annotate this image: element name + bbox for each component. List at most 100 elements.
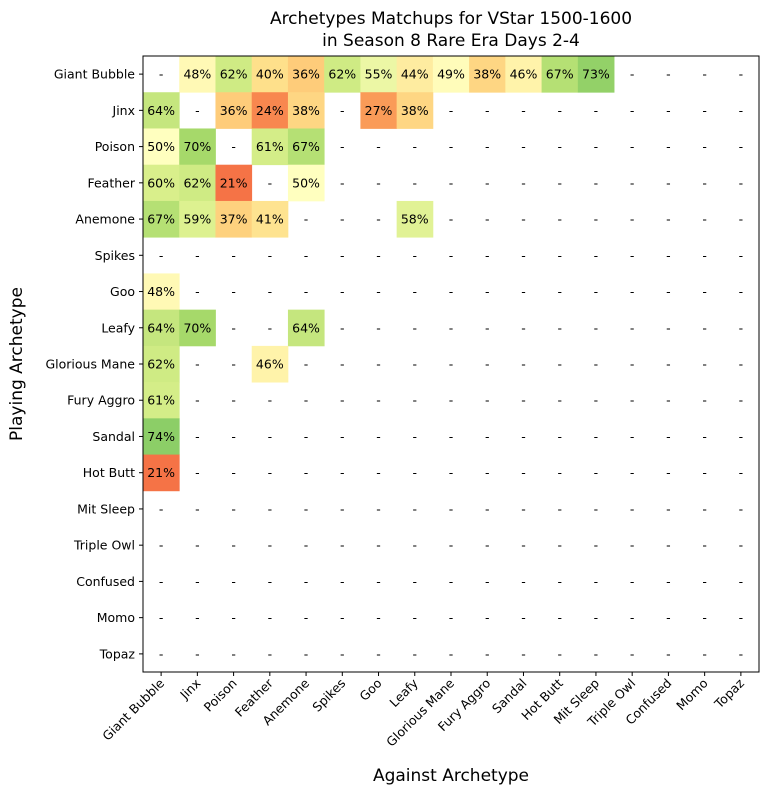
cell-label: -	[376, 284, 381, 299]
cell-label: -	[413, 248, 418, 263]
cell-label: 48%	[183, 67, 211, 82]
x-axis-label: Against Archetype	[373, 766, 529, 786]
cell-label: -	[231, 429, 236, 444]
cell-label: -	[521, 103, 526, 118]
cell-label: -	[485, 175, 490, 190]
cell-label: -	[485, 501, 490, 516]
y-tick-label: Jinx	[112, 103, 135, 118]
cell-label: -	[739, 67, 744, 82]
heatmap-cells: - 48% 62% 40% 36% 62% 55% 44% 49% 38% 46% 67% 73% - - -…	[143, 56, 743, 661]
cell-label: -	[195, 103, 200, 118]
cell-label: 67%	[147, 212, 175, 227]
cell-label: -	[521, 646, 526, 661]
heatmap-cell	[251, 128, 289, 166]
cell-label: -	[521, 357, 526, 372]
cell-label: -	[340, 248, 345, 263]
cell-label: -	[666, 501, 671, 516]
cell-label: -	[521, 393, 526, 408]
cell-label: 70%	[183, 139, 211, 154]
cell-label: -	[449, 610, 454, 625]
heatmap-cell	[143, 454, 180, 492]
cell-label: -	[304, 538, 309, 553]
cell-label: -	[702, 103, 707, 118]
cell-label: -	[702, 574, 707, 589]
cell-label: -	[449, 139, 454, 154]
cell-label: -	[630, 67, 635, 82]
cell-label: -	[521, 284, 526, 299]
cell-label: -	[376, 538, 381, 553]
heatmap-cell	[179, 164, 216, 202]
cell-label: -	[413, 574, 418, 589]
heatmap-cell	[396, 56, 434, 93]
cell-label: -	[449, 175, 454, 190]
cell-label: -	[376, 175, 381, 190]
cell-label: -	[702, 284, 707, 299]
y-tick-label: Goo	[110, 284, 135, 299]
heatmap-cell	[143, 92, 180, 129]
cell-label: -	[702, 139, 707, 154]
cell-label: -	[413, 610, 418, 625]
cell-label: 27%	[365, 103, 393, 118]
cell-label: -	[594, 610, 599, 625]
cell-label: 38%	[473, 67, 501, 82]
heatmap-cell	[215, 56, 253, 93]
cell-label: -	[557, 139, 562, 154]
cell-label: -	[268, 538, 273, 553]
cell-label: -	[739, 501, 744, 516]
heatmap-cell	[396, 92, 434, 129]
cell-label: -	[485, 284, 490, 299]
cell-label: -	[304, 610, 309, 625]
cell-label: -	[594, 139, 599, 154]
cell-label: -	[159, 248, 164, 263]
cell-label: -	[739, 175, 744, 190]
cell-label: -	[630, 574, 635, 589]
cell-label: -	[268, 610, 273, 625]
cell-label: -	[739, 538, 744, 553]
cell-label: -	[630, 248, 635, 263]
cell-label: -	[195, 610, 200, 625]
y-tick-label: Momo	[97, 610, 135, 625]
cell-label: -	[630, 284, 635, 299]
cell-label: 55%	[365, 67, 393, 82]
cell-label: -	[304, 501, 309, 516]
cell-label: 60%	[147, 175, 175, 190]
cell-label: 67%	[292, 139, 320, 154]
cell-label: -	[195, 429, 200, 444]
cell-label: -	[449, 357, 454, 372]
heatmap-cell	[251, 345, 289, 383]
cell-label: 70%	[183, 320, 211, 335]
cell-label: -	[702, 212, 707, 227]
y-tick-label: Sandal	[92, 429, 135, 444]
cell-label: -	[557, 393, 562, 408]
heatmap-cell	[251, 200, 289, 238]
cell-label: 61%	[256, 139, 284, 154]
cell-label: -	[630, 646, 635, 661]
cell-label: -	[666, 610, 671, 625]
x-tick-label: Goo	[356, 676, 384, 704]
cell-label: 49%	[437, 67, 465, 82]
cell-label: -	[666, 103, 671, 118]
cell-label: -	[340, 139, 345, 154]
cell-label: 36%	[292, 67, 320, 82]
cell-label: -	[485, 139, 490, 154]
cell-label: -	[413, 320, 418, 335]
cell-label: -	[268, 501, 273, 516]
cell-label: 46%	[256, 357, 284, 372]
cell-label: -	[159, 501, 164, 516]
heatmap-cell	[215, 92, 253, 129]
cell-label: -	[557, 284, 562, 299]
cell-label: -	[594, 357, 599, 372]
cell-label: -	[195, 357, 200, 372]
cell-label: -	[449, 393, 454, 408]
cell-label: -	[376, 320, 381, 335]
cell-label: -	[594, 248, 599, 263]
heatmap-cell	[505, 56, 542, 93]
cell-label: -	[159, 610, 164, 625]
heatmap-cell	[179, 128, 216, 166]
cell-label: -	[195, 646, 200, 661]
cell-label: -	[557, 429, 562, 444]
cell-label: -	[195, 574, 200, 589]
cell-label: -	[340, 320, 345, 335]
cell-label: -	[231, 248, 236, 263]
cell-label: -	[159, 67, 164, 82]
